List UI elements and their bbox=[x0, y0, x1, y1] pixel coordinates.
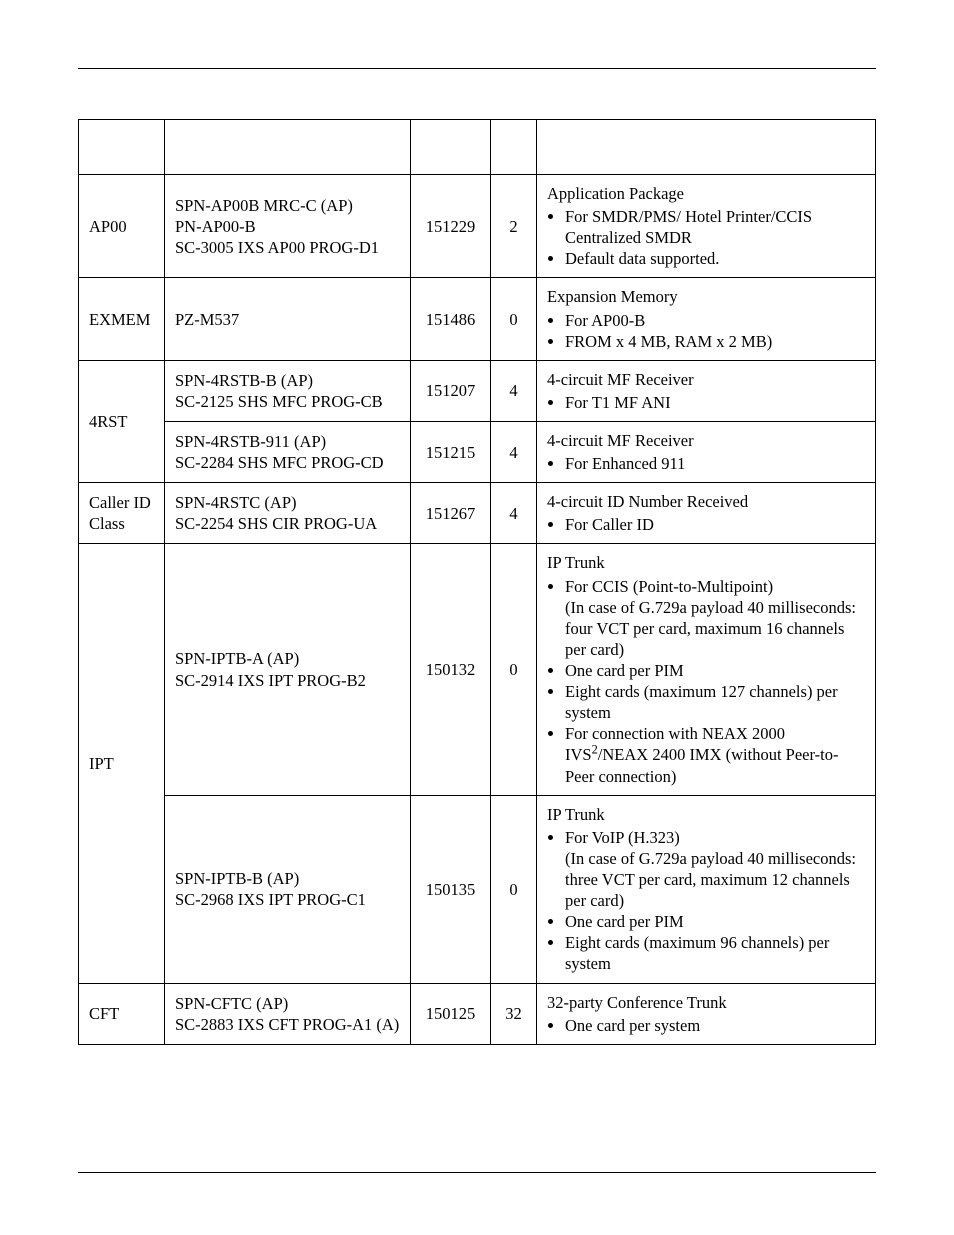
table-row: 4RSTSPN-4RSTB-B (AP) SC-2125 SHS MFC PRO… bbox=[79, 360, 876, 421]
cell-qty: 32 bbox=[491, 983, 537, 1044]
top-rule bbox=[78, 68, 876, 69]
cell-code: 150135 bbox=[411, 795, 491, 983]
cell-part: SPN-4RSTB-B (AP) SC-2125 SHS MFC PROG-CB bbox=[165, 360, 411, 421]
cell-remarks: 4-circuit MF ReceiverFor T1 MF ANI bbox=[537, 360, 876, 421]
cell-code: 151229 bbox=[411, 175, 491, 278]
cell-remarks: Application PackageFor SMDR/PMS/ Hotel P… bbox=[537, 175, 876, 278]
table-row: IPTSPN-IPTB-A (AP) SC-2914 IXS IPT PROG-… bbox=[79, 544, 876, 795]
remark-item: For connection with NEAX 2000 IVS2/NEAX … bbox=[565, 723, 865, 786]
table-head bbox=[79, 120, 876, 175]
table-row: CFTSPN-CFTC (AP) SC-2883 IXS CFT PROG-A1… bbox=[79, 983, 876, 1044]
table-body: AP00SPN-AP00B MRC-C (AP) PN-AP00-B SC-30… bbox=[79, 175, 876, 1045]
cell-code: 151486 bbox=[411, 278, 491, 360]
cell-name: CFT bbox=[79, 983, 165, 1044]
remark-item: FROM x 4 MB, RAM x 2 MB) bbox=[565, 331, 865, 352]
cell-name: Caller ID Class bbox=[79, 483, 165, 544]
spec-table: AP00SPN-AP00B MRC-C (AP) PN-AP00-B SC-30… bbox=[78, 119, 876, 1045]
remark-list: For T1 MF ANI bbox=[547, 392, 865, 413]
cell-part: SPN-4RSTC (AP) SC-2254 SHS CIR PROG-UA bbox=[165, 483, 411, 544]
cell-remarks: IP Trunk For CCIS (Point-to-Multipoint)(I… bbox=[537, 544, 876, 795]
cell-part: SPN-IPTB-A (AP) SC-2914 IXS IPT PROG-B2 bbox=[165, 544, 411, 795]
remark-item: One card per system bbox=[565, 1015, 865, 1036]
remark-head: Expansion Memory bbox=[547, 286, 865, 307]
cell-code: 151207 bbox=[411, 360, 491, 421]
cell-code: 150132 bbox=[411, 544, 491, 795]
remark-item: One card per PIM bbox=[565, 911, 865, 932]
remark-head: IP Trunk bbox=[547, 804, 865, 825]
cell-remarks: 4-circuit MF ReceiverFor Enhanced 911 bbox=[537, 421, 876, 482]
cell-part: SPN-CFTC (AP) SC-2883 IXS CFT PROG-A1 (A… bbox=[165, 983, 411, 1044]
cell-remarks: IP TrunkFor VoIP (H.323)(In case of G.72… bbox=[537, 795, 876, 983]
remark-item: Eight cards (maximum 96 channels) per sy… bbox=[565, 932, 865, 974]
cell-name: IPT bbox=[79, 544, 165, 983]
cell-remarks: 32-party Conference TrunkOne card per sy… bbox=[537, 983, 876, 1044]
th-0 bbox=[79, 120, 165, 175]
remark-item: Eight cards (maximum 127 channels) per s… bbox=[565, 681, 865, 723]
cell-part: SPN-4RSTB-911 (AP) SC-2284 SHS MFC PROG-… bbox=[165, 421, 411, 482]
page: AP00SPN-AP00B MRC-C (AP) PN-AP00-B SC-30… bbox=[0, 0, 954, 1235]
cell-qty: 4 bbox=[491, 483, 537, 544]
cell-qty: 0 bbox=[491, 278, 537, 360]
th-3 bbox=[491, 120, 537, 175]
remark-item: For Enhanced 911 bbox=[565, 453, 865, 474]
cell-code: 151215 bbox=[411, 421, 491, 482]
cell-name: EXMEM bbox=[79, 278, 165, 360]
cell-part: SPN-AP00B MRC-C (AP) PN-AP00-B SC-3005 I… bbox=[165, 175, 411, 278]
cell-name: AP00 bbox=[79, 175, 165, 278]
table-header-row bbox=[79, 120, 876, 175]
th-2 bbox=[411, 120, 491, 175]
cell-qty: 0 bbox=[491, 544, 537, 795]
cell-remarks: Expansion Memory For AP00-BFROM x 4 MB, R… bbox=[537, 278, 876, 360]
remark-item: For AP00-B bbox=[565, 310, 865, 331]
remark-head: 32-party Conference Trunk bbox=[547, 992, 865, 1013]
cell-qty: 4 bbox=[491, 421, 537, 482]
cell-code: 151267 bbox=[411, 483, 491, 544]
cell-qty: 2 bbox=[491, 175, 537, 278]
remark-head: IP Trunk bbox=[547, 552, 865, 573]
remark-item: One card per PIM bbox=[565, 660, 865, 681]
remark-head: 4-circuit MF Receiver bbox=[547, 430, 865, 451]
remark-head: Application Package bbox=[547, 183, 865, 204]
th-4 bbox=[537, 120, 876, 175]
remark-list: For CCIS (Point-to-Multipoint)(In case o… bbox=[547, 576, 865, 787]
cell-code: 150125 bbox=[411, 983, 491, 1044]
remark-head: 4-circuit MF Receiver bbox=[547, 369, 865, 390]
remark-item: For Caller ID bbox=[565, 514, 865, 535]
remark-item: For T1 MF ANI bbox=[565, 392, 865, 413]
table-row: Caller ID ClassSPN-4RSTC (AP) SC-2254 SH… bbox=[79, 483, 876, 544]
cell-remarks: 4-circuit ID Number ReceivedFor Caller I… bbox=[537, 483, 876, 544]
table-row: AP00SPN-AP00B MRC-C (AP) PN-AP00-B SC-30… bbox=[79, 175, 876, 278]
remark-list: One card per system bbox=[547, 1015, 865, 1036]
remark-list: For VoIP (H.323)(In case of G.729a paylo… bbox=[547, 827, 865, 975]
th-1 bbox=[165, 120, 411, 175]
table-row: SPN-IPTB-B (AP) SC-2968 IXS IPT PROG-C11… bbox=[79, 795, 876, 983]
remark-item: For SMDR/PMS/ Hotel Printer/CCIS Central… bbox=[565, 206, 865, 248]
remark-item: For VoIP (H.323)(In case of G.729a paylo… bbox=[565, 827, 865, 911]
cell-qty: 0 bbox=[491, 795, 537, 983]
remark-head: 4-circuit ID Number Received bbox=[547, 491, 865, 512]
cell-part: SPN-IPTB-B (AP) SC-2968 IXS IPT PROG-C1 bbox=[165, 795, 411, 983]
remark-list: For Caller ID bbox=[547, 514, 865, 535]
remark-list: For AP00-BFROM x 4 MB, RAM x 2 MB) bbox=[547, 310, 865, 352]
cell-part: PZ-M537 bbox=[165, 278, 411, 360]
table-row: EXMEMPZ-M5371514860 Expansion Memory For A… bbox=[79, 278, 876, 360]
table-row: SPN-4RSTB-911 (AP) SC-2284 SHS MFC PROG-… bbox=[79, 421, 876, 482]
bottom-rule bbox=[78, 1172, 876, 1173]
remark-list: For SMDR/PMS/ Hotel Printer/CCIS Central… bbox=[547, 206, 865, 269]
remark-item: For CCIS (Point-to-Multipoint)(In case o… bbox=[565, 576, 865, 660]
remark-item: Default data supported. bbox=[565, 248, 865, 269]
cell-name: 4RST bbox=[79, 360, 165, 482]
cell-qty: 4 bbox=[491, 360, 537, 421]
remark-list: For Enhanced 911 bbox=[547, 453, 865, 474]
